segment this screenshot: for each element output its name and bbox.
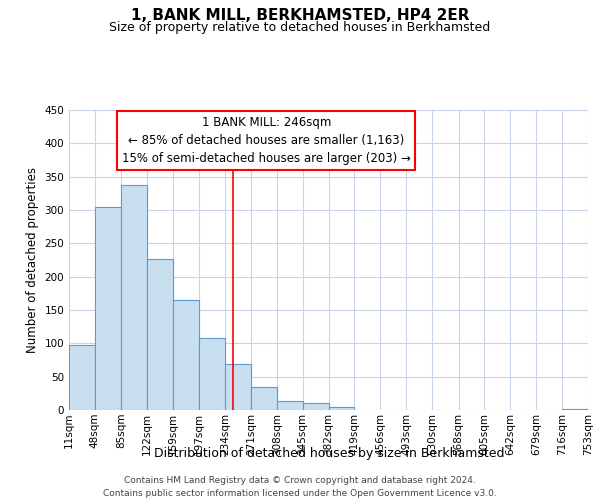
Bar (146, 258, 173, 410)
Bar (329, 406, 355, 410)
Text: 1, BANK MILL, BERKHAMSTED, HP4 2ER: 1, BANK MILL, BERKHAMSTED, HP4 2ER (131, 8, 469, 22)
Bar (95, 208, 121, 410)
Bar (173, 300, 199, 410)
Bar (225, 364, 251, 410)
Bar (562, 408, 588, 410)
Bar (121, 184, 146, 410)
Text: Distribution of detached houses by size in Berkhamsted: Distribution of detached houses by size … (154, 448, 504, 460)
Bar (199, 338, 225, 410)
Bar (302, 404, 329, 410)
Text: Size of property relative to detached houses in Berkhamsted: Size of property relative to detached ho… (109, 21, 491, 34)
Bar (277, 402, 302, 410)
Bar (251, 386, 277, 410)
Y-axis label: Number of detached properties: Number of detached properties (26, 167, 39, 353)
Text: Contains HM Land Registry data © Crown copyright and database right 2024.
Contai: Contains HM Land Registry data © Crown c… (103, 476, 497, 498)
Bar (69, 346, 95, 410)
Text: 1 BANK MILL: 246sqm
← 85% of detached houses are smaller (1,163)
15% of semi-det: 1 BANK MILL: 246sqm ← 85% of detached ho… (122, 116, 410, 165)
